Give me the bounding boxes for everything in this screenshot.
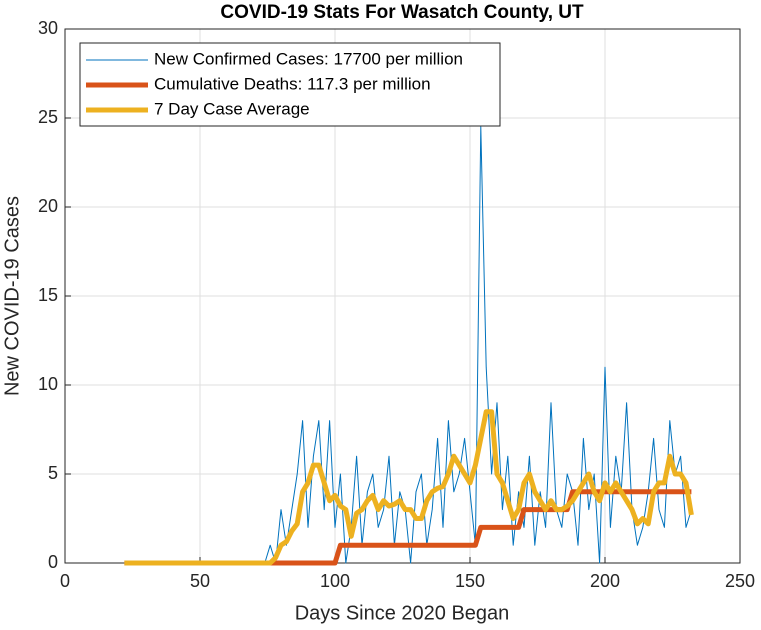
y-tick-label: 25	[38, 107, 58, 127]
x-tick-label: 250	[725, 571, 755, 591]
y-tick-label: 20	[38, 196, 58, 216]
x-tick-label: 200	[590, 571, 620, 591]
x-tick-label: 100	[320, 571, 350, 591]
y-tick-label: 5	[48, 463, 58, 483]
plot-frame	[64, 28, 741, 564]
legend-label: Cumulative Deaths: 117.3 per million	[154, 74, 431, 93]
legend-box	[79, 42, 501, 127]
x-tick-label: 50	[190, 571, 210, 591]
series-line	[124, 409, 694, 566]
y-tick-label: 10	[38, 374, 58, 394]
chart-title: COVID-19 Stats For Wasatch County, UT	[220, 2, 584, 23]
y-tick-label: 0	[48, 552, 58, 572]
x-tick-label: 0	[60, 571, 70, 591]
y-tick-label: 30	[38, 18, 58, 38]
x-axis-label: Days Since 2020 Began	[295, 602, 510, 624]
legend-label: 7 Day Case Average	[154, 99, 310, 118]
x-tick-label: 150	[455, 571, 485, 591]
legend-label: New Confirmed Cases: 17700 per million	[154, 49, 463, 68]
y-tick-label: 15	[38, 285, 58, 305]
y-axis-label: New COVID-19 Cases	[1, 196, 23, 396]
